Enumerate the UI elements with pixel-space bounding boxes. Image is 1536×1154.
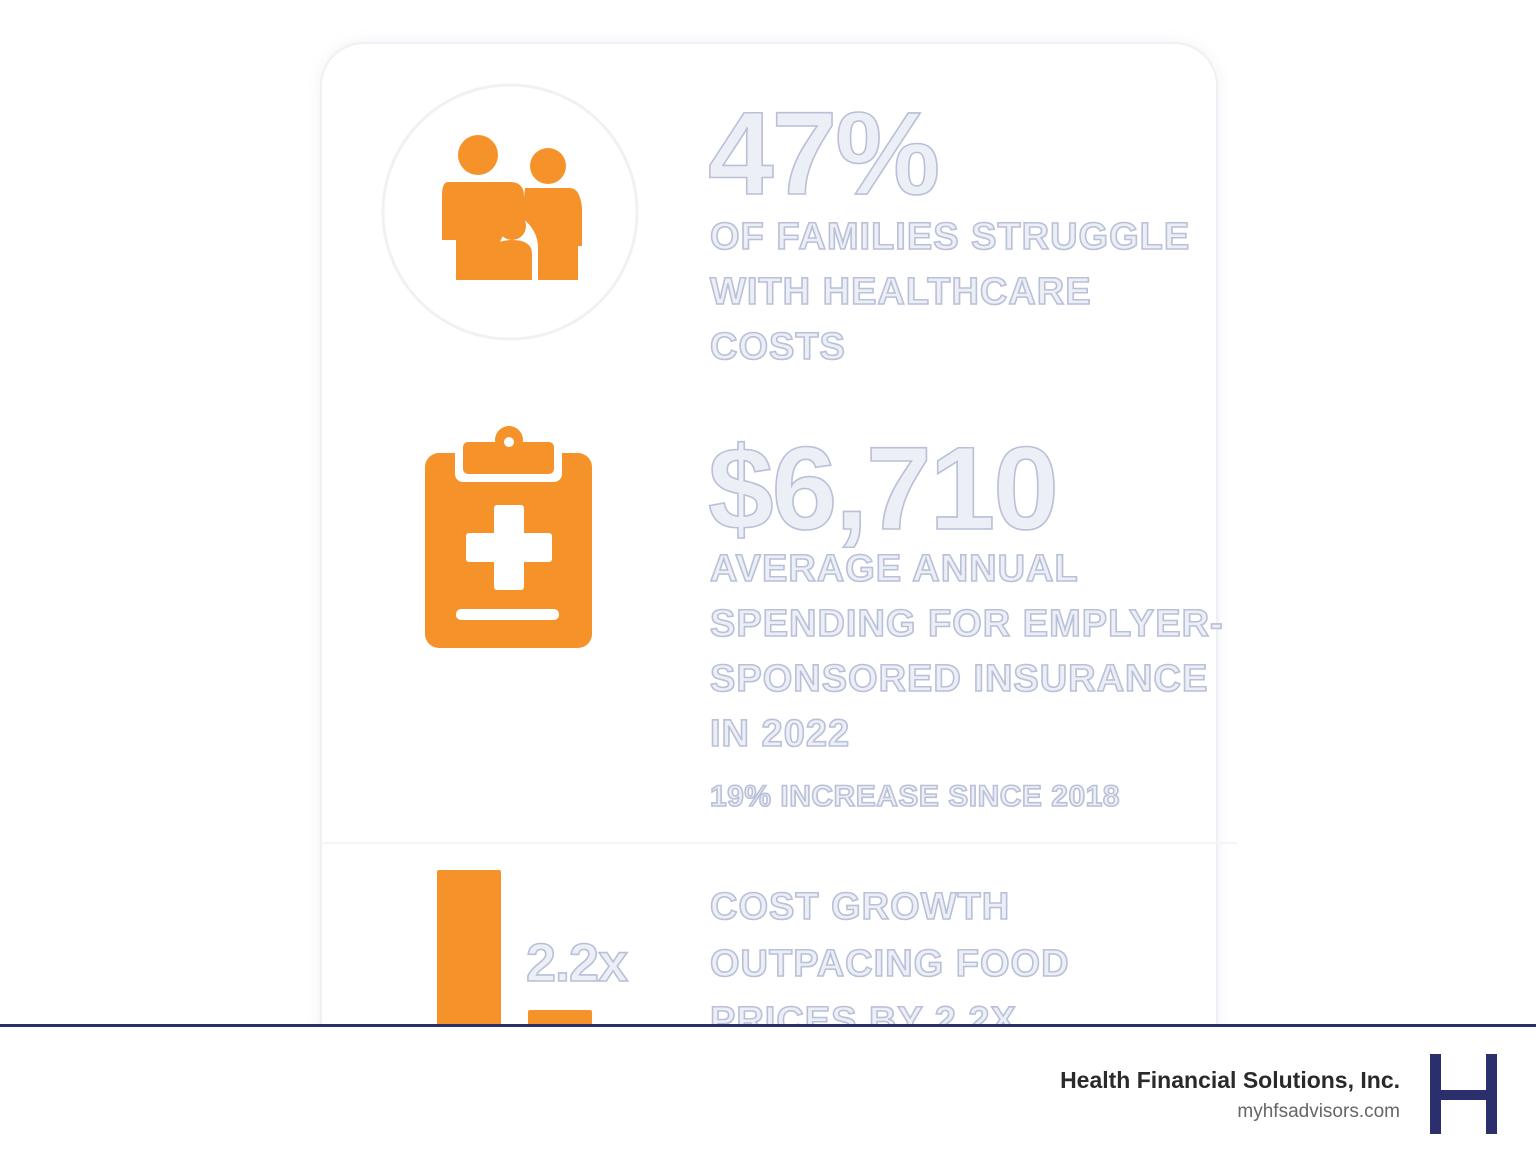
clipboard-icon — [425, 426, 592, 648]
stat-description: IN 2022 — [709, 712, 851, 756]
stat-description: AVERAGE ANNUAL — [709, 547, 1079, 591]
stat-description: OUTPACING FOOD — [709, 942, 1070, 986]
stat-note: 19% INCREASE SINCE 2018 — [709, 779, 1120, 814]
logo — [1430, 1054, 1497, 1134]
company-url[interactable]: myhfsadvisors.com — [1237, 1101, 1400, 1122]
stat-value: 2.2x — [525, 932, 629, 994]
stat-description: WITH HEALTHCARE — [709, 270, 1092, 314]
stat-value: 47% — [707, 88, 941, 220]
stat-value: $6,710 — [707, 423, 1060, 555]
stat-description: COSTS — [709, 325, 846, 369]
company-name: Health Financial Solutions, Inc. — [1060, 1067, 1400, 1093]
family-icon — [442, 135, 582, 280]
footer: Health Financial Solutions, Inc. myhfsad… — [0, 1024, 1536, 1154]
stat-description: COST GROWTH — [709, 885, 1011, 929]
stat-description: SPENDING FOR EMPLYER- — [709, 602, 1224, 646]
stat-description: SPONSORED INSURANCE — [709, 657, 1209, 701]
divider — [322, 842, 1238, 844]
stat-description: OF FAMILIES STRUGGLE — [709, 215, 1191, 259]
